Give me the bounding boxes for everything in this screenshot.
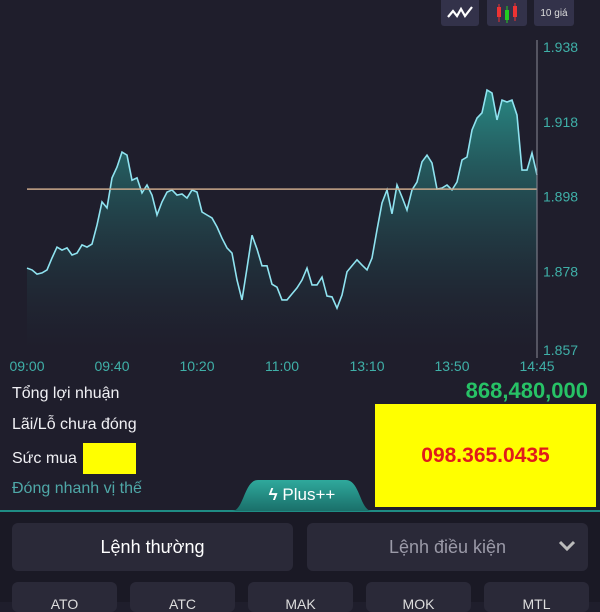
total-profit-label: Tổng lợi nhuận xyxy=(12,385,120,402)
unrealized-pnl-label: Lãi/Lỗ chưa đóng xyxy=(12,416,137,433)
x-tick-label: 10:20 xyxy=(179,358,214,374)
x-tick-label: 09:40 xyxy=(94,358,129,374)
quick-close-link[interactable]: Đóng nhanh vị thế xyxy=(12,480,142,497)
chevron-down-icon xyxy=(558,540,576,552)
price-type-mak[interactable]: MAK xyxy=(248,582,353,612)
conditional-order-dropdown[interactable]: Lệnh điều kiện xyxy=(307,523,588,571)
y-tick-label: 1.898 xyxy=(543,189,578,205)
lightning-icon: ϟ xyxy=(268,485,278,504)
line-chart-icon xyxy=(447,6,473,18)
line-chart-button[interactable] xyxy=(441,0,479,26)
price-chart: 1.938 1.918 1.898 1.878 1.857 09:00 09:40 10:20… xyxy=(9,39,578,374)
plus-tab[interactable]: ϟ Plus++ xyxy=(232,478,372,511)
ten-price-button[interactable]: 10 giá xyxy=(534,0,574,26)
normal-order-button[interactable]: Lệnh thường xyxy=(12,523,293,571)
y-tick-label: 1.878 xyxy=(543,263,578,279)
x-tick-label: 13:50 xyxy=(434,358,469,374)
total-profit-value: 868,480,000 xyxy=(465,378,588,403)
x-tick-label: 14:45 xyxy=(519,358,554,374)
price-type-atc[interactable]: ATC xyxy=(130,582,235,612)
phone-overlay: 098.365.0435 xyxy=(375,404,596,507)
price-area xyxy=(27,90,537,350)
price-type-ato[interactable]: ATO xyxy=(12,582,117,612)
price-line xyxy=(26,88,538,311)
candlestick-button[interactable] xyxy=(487,0,527,26)
price-type-mok[interactable]: MOK xyxy=(366,582,471,612)
x-tick-label: 13:10 xyxy=(349,358,384,374)
y-tick-label: 1.918 xyxy=(543,114,578,130)
x-tick-label: 09:00 xyxy=(9,358,44,374)
price-type-mtl[interactable]: MTL xyxy=(484,582,589,612)
conditional-order-label: Lệnh điều kiện xyxy=(388,536,507,557)
y-tick-label: 1.938 xyxy=(543,39,578,55)
normal-order-label: Lệnh thường xyxy=(100,536,205,557)
plus-tab-label: Plus++ xyxy=(282,485,336,504)
buying-power-label: Sức mua xyxy=(12,450,77,467)
y-tick-label: 1.857 xyxy=(543,342,578,358)
candlestick-icon xyxy=(497,3,517,23)
x-tick-label: 11:00 xyxy=(265,358,299,374)
redaction-box xyxy=(83,443,136,474)
